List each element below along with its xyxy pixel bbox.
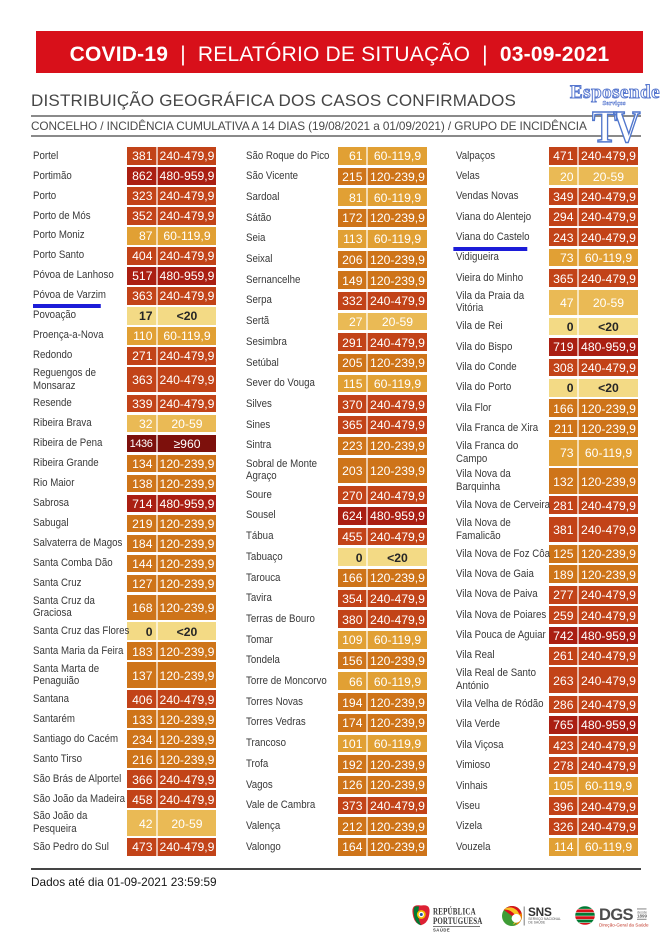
svg-text:desde: desde [637, 910, 647, 914]
svg-text:DE SAÚDE: DE SAÚDE [528, 921, 546, 925]
svg-text:SAÚDE: SAÚDE [433, 928, 450, 933]
svg-text:1899: 1899 [637, 914, 648, 919]
svg-text:SNS: SNS [528, 905, 552, 919]
svg-text:Direção-Geral da Saúde: Direção-Geral da Saúde [599, 922, 649, 927]
svg-text:PORTUGUESA: PORTUGUESA [433, 916, 482, 926]
svg-text:REPÚBLICA: REPÚBLICA [433, 905, 476, 916]
svg-text:SERVIÇO NACIONAL: SERVIÇO NACIONAL [528, 917, 561, 921]
svg-text:DGS: DGS [599, 906, 634, 924]
